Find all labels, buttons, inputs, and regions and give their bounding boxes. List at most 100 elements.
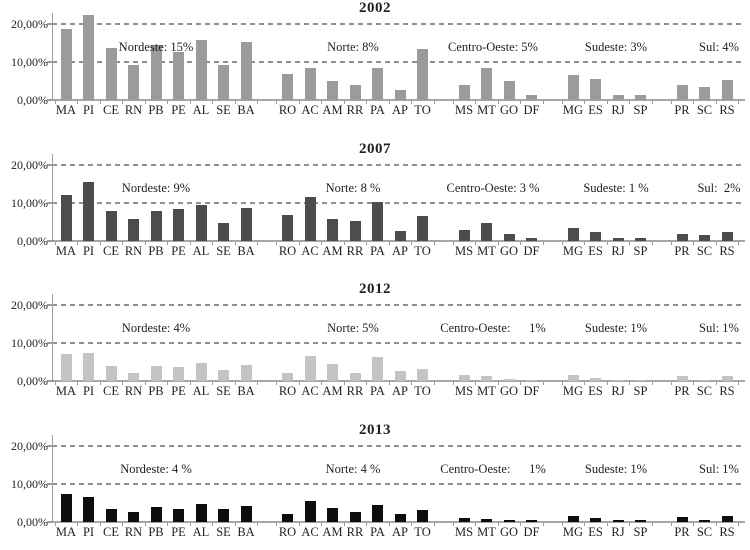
chart-2013: 2013 20,00% 10,00% 0,00% MA PI CE RN PB PE AL SE BA N…	[0, 422, 750, 550]
x-axis-tick	[629, 101, 631, 104]
state-label-GO: GO	[499, 525, 519, 539]
x-axis-tick	[321, 523, 323, 526]
bar-PR	[676, 376, 688, 381]
x-axis-tick	[606, 382, 608, 385]
state-label-RS: RS	[719, 384, 735, 398]
state-label-RS: RS	[719, 525, 735, 539]
y-axis-tick	[47, 240, 54, 242]
bar-TO	[417, 216, 428, 241]
bar-MG	[567, 516, 579, 522]
x-axis-tick	[366, 523, 368, 526]
bar-DF	[526, 380, 537, 381]
bar-MS	[458, 375, 470, 381]
x-axis-tick	[321, 242, 323, 245]
state-label-MG: MG	[562, 525, 584, 539]
bar-MG	[567, 75, 579, 100]
x-axis-tick	[276, 382, 278, 385]
x-axis-tick	[584, 101, 586, 104]
state-label-PI: PI	[82, 525, 95, 539]
state-label-SC: SC	[696, 244, 713, 258]
x-axis-tick	[298, 101, 300, 104]
y-axis-tick	[47, 304, 54, 306]
state-label-TO: TO	[414, 103, 431, 117]
x-axis-tick	[629, 242, 631, 245]
bar-SC	[699, 235, 710, 241]
bar-ES	[590, 79, 601, 100]
bar-SP	[635, 238, 646, 241]
x-axis-tick	[433, 242, 435, 245]
bar-PA	[372, 505, 383, 522]
state-label-AP: AP	[392, 384, 408, 398]
x-axis-tick	[715, 523, 717, 526]
x-axis-line	[52, 521, 745, 523]
bar-RR	[349, 221, 361, 241]
x-axis-tick	[343, 523, 345, 526]
x-axis-tick	[542, 242, 544, 245]
x-axis-tick	[189, 523, 191, 526]
state-label-RN: RN	[124, 525, 143, 539]
state-label-PI: PI	[82, 103, 95, 117]
state-label-MA: MA	[55, 103, 77, 117]
state-label-MG: MG	[562, 244, 584, 258]
state-label-PA: PA	[370, 244, 385, 258]
x-axis-tick	[321, 101, 323, 104]
state-label-RR: RR	[346, 103, 364, 117]
bar-SE	[218, 223, 229, 241]
bar-AP	[394, 371, 406, 381]
bar-RO	[282, 514, 293, 522]
x-axis-tick	[606, 242, 608, 245]
y-axis-tick-label: 0,00%	[17, 374, 48, 388]
x-axis-tick	[433, 382, 435, 385]
x-axis-tick	[738, 101, 740, 104]
state-label-SC: SC	[696, 384, 713, 398]
x-axis-tick	[411, 523, 413, 526]
state-label-RO: RO	[278, 103, 297, 117]
state-label-SE: SE	[216, 244, 231, 258]
region-annotation-centro-oeste: Centro-Oeste: 1%	[440, 321, 546, 335]
x-axis-tick	[122, 523, 124, 526]
bar-PA	[372, 202, 383, 241]
bar-AP	[394, 90, 406, 100]
x-axis-tick	[366, 101, 368, 104]
state-label-SC: SC	[696, 525, 713, 539]
state-label-DF: DF	[523, 384, 540, 398]
chart-year-title: 2013	[359, 422, 391, 438]
region-annotation-sudeste: Sudeste: 1 %	[583, 181, 649, 195]
state-label-AP: AP	[392, 103, 408, 117]
region-annotation-norte: Norte: 5%	[327, 321, 379, 335]
x-axis-tick	[388, 523, 390, 526]
x-axis-tick	[77, 523, 79, 526]
chart-year-title: 2007	[359, 141, 391, 157]
bar-ES	[590, 518, 601, 522]
state-label-MA: MA	[55, 525, 77, 539]
state-label-RR: RR	[346, 525, 364, 539]
y-axis-tick-label: 20,00%	[11, 298, 48, 312]
bar-AM	[327, 364, 338, 381]
state-label-BA: BA	[237, 103, 255, 117]
chart-2007: 2007 20,00% 10,00% 0,00% MA PI CE RN PB PE AL SE BA N…	[0, 141, 750, 278]
bar-CE	[105, 48, 117, 100]
x-axis-tick	[670, 242, 672, 245]
x-axis-tick	[520, 382, 522, 385]
gridline-10pct	[52, 61, 745, 63]
x-axis-tick	[584, 242, 586, 245]
state-label-PE: PE	[171, 103, 186, 117]
x-axis-tick	[388, 101, 390, 104]
state-label-AP: AP	[392, 244, 408, 258]
x-axis-tick	[452, 101, 454, 104]
bar-AP	[394, 231, 406, 241]
x-axis-tick	[54, 382, 56, 385]
region-annotation-norte: Norte: 4 %	[325, 462, 381, 476]
x-axis-tick	[715, 242, 717, 245]
x-axis-tick	[122, 382, 124, 385]
region-annotation-nordeste: Nordeste: 15%	[118, 40, 194, 54]
state-label-MT: MT	[477, 244, 496, 258]
bar-RS	[721, 80, 733, 100]
state-label-AL: AL	[192, 525, 210, 539]
y-axis-tick-label: 10,00%	[11, 336, 48, 350]
y-axis-tick-label: 20,00%	[11, 439, 48, 453]
bar-BA	[240, 42, 252, 100]
bar-RN	[128, 219, 139, 241]
state-label-RR: RR	[346, 384, 364, 398]
